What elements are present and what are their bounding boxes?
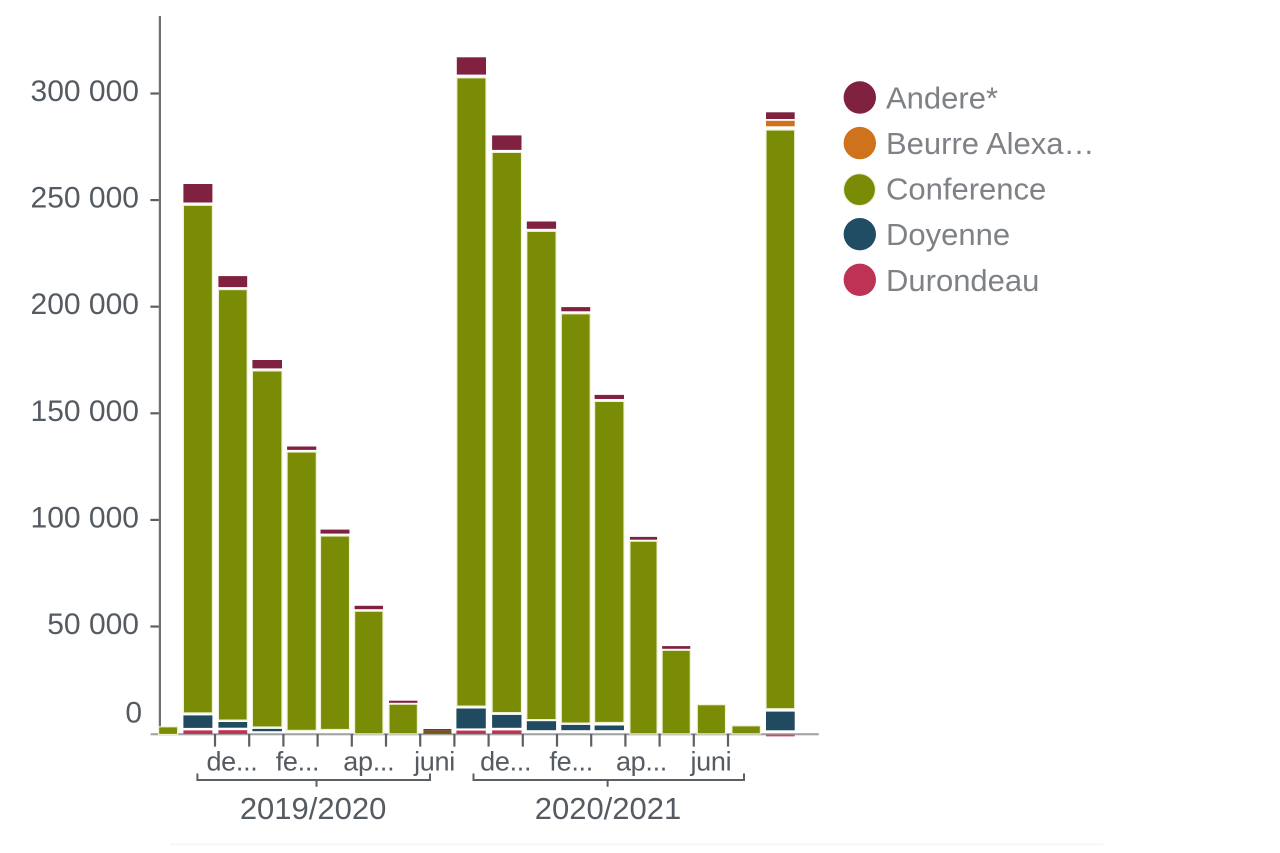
svg-text:200 000: 200 000 [31, 288, 139, 321]
svg-text:Doyenne: Doyenne [886, 217, 1010, 252]
svg-text:0: 0 [125, 697, 142, 730]
svg-text:juni: juni [689, 747, 731, 777]
svg-text:Conference: Conference [886, 172, 1046, 207]
svg-text:de...: de... [206, 747, 257, 777]
svg-text:juni: juni [413, 747, 455, 777]
svg-text:fe...: fe... [549, 747, 593, 777]
svg-text:de...: de... [480, 747, 531, 777]
svg-text:Beurre Alexa…: Beurre Alexa… [886, 126, 1095, 161]
svg-text:ap...: ap... [343, 747, 394, 777]
svg-text:150 000: 150 000 [31, 395, 139, 428]
svg-text:50 000: 50 000 [47, 608, 139, 641]
svg-text:100 000: 100 000 [31, 501, 139, 534]
svg-text:250 000: 250 000 [31, 182, 139, 215]
svg-text:Durondeau: Durondeau [886, 263, 1039, 298]
svg-text:fe...: fe... [276, 747, 320, 777]
svg-text:2020/2021: 2020/2021 [535, 791, 682, 826]
svg-text:300 000: 300 000 [31, 75, 139, 108]
svg-text:Andere*: Andere* [886, 81, 998, 116]
svg-text:2019/2020: 2019/2020 [240, 791, 387, 826]
svg-text:ap...: ap... [616, 747, 667, 777]
